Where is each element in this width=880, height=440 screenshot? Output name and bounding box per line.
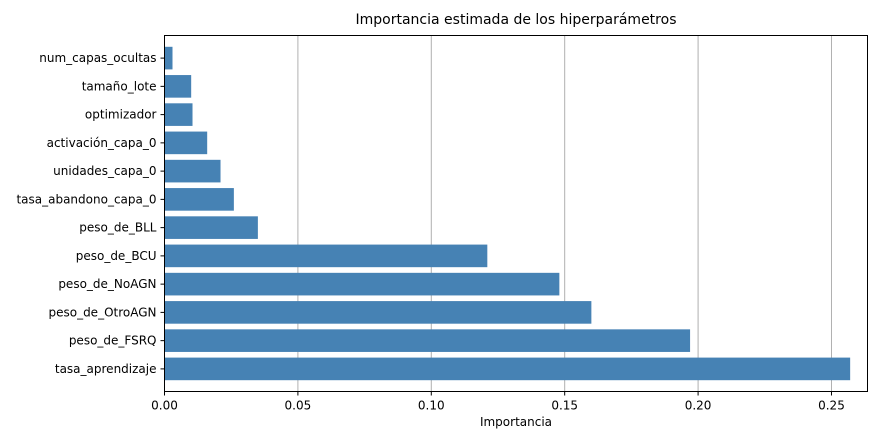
x-tick-label: 0.10 — [418, 399, 445, 413]
bar-tama-o-lote — [164, 75, 192, 98]
y-tick-label: tamaño_lote — [82, 79, 157, 93]
bar-unidades-capa-0 — [164, 159, 221, 183]
x-axis-label: Importancia — [480, 415, 552, 429]
y-tick-label: peso_de_NoAGN — [58, 277, 156, 291]
plot-frame — [164, 35, 868, 392]
y-axis: tasa_aprendizaje peso_de_FSRQ peso_de_Otro… — [16, 51, 165, 376]
bar-tasa-aprendizaje — [164, 357, 851, 381]
y-tick-label: peso_de_BCU — [76, 249, 157, 263]
x-tick-label: 0.25 — [818, 399, 845, 413]
y-tick-label: tasa_aprendizaje — [55, 362, 157, 376]
bars — [164, 46, 851, 381]
x-tick-label: 0.15 — [551, 399, 578, 413]
y-tick-label: peso_de_FSRQ — [69, 334, 157, 348]
bar-activaci-n-capa-0 — [164, 131, 208, 155]
y-tick-label: peso_de_OtroAGN — [48, 305, 156, 319]
y-tick-label: tasa_abandono_capa_0 — [16, 192, 156, 206]
bar-peso-de-otroagn — [164, 301, 592, 324]
chart-title: Importancia estimada de los hiperparámet… — [356, 12, 677, 28]
bar-peso-de-bll — [164, 216, 258, 239]
x-axis: 0.00 0.05 0.10 0.15 0.20 0.25 — [151, 391, 845, 413]
bar-num-capas-ocultas — [164, 46, 173, 70]
x-tick-label: 0.00 — [151, 399, 178, 413]
bar-tasa-abandono-capa-0 — [164, 188, 234, 211]
x-tick-label: 0.20 — [685, 399, 712, 413]
bar-peso-de-fsrq — [164, 329, 691, 352]
bar-peso-de-bcu — [164, 244, 488, 268]
y-tick-label: peso_de_BLL — [79, 221, 157, 235]
y-tick-label: unidades_capa_0 — [53, 164, 156, 178]
y-tick-label: activación_capa_0 — [47, 136, 157, 150]
bar-peso-de-noagn — [164, 272, 560, 296]
y-tick-label: num_capas_ocultas — [39, 51, 156, 65]
x-tick-label: 0.05 — [285, 399, 312, 413]
bar-optimizador — [164, 103, 193, 126]
y-tick-label: optimizador — [85, 108, 157, 122]
